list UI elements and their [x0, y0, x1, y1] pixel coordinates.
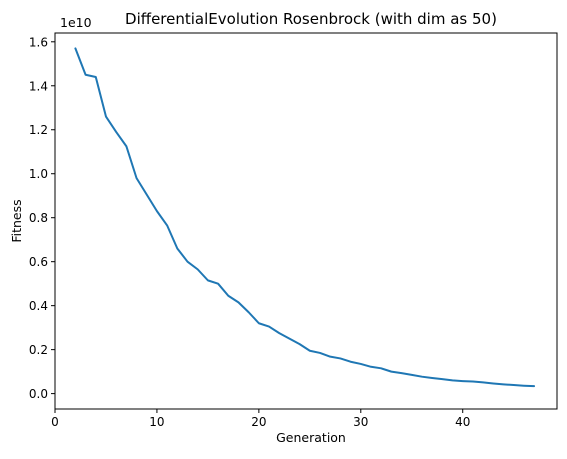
y-tick-label: 1.6	[29, 35, 48, 49]
y-offset-text: 1e10	[60, 15, 92, 30]
x-axis-ticks: 0 10 20 30 40	[51, 409, 470, 429]
plot-frame	[54, 32, 558, 410]
y-tick-label: 0.6	[29, 255, 48, 269]
y-tick-label: 0.8	[29, 211, 48, 225]
x-tick-label: 30	[353, 415, 368, 429]
y-tick-label: 1.2	[29, 123, 48, 137]
x-tick-label: 0	[51, 415, 59, 429]
y-tick-label: 0.2	[29, 343, 48, 357]
y-tick-label: 0.0	[29, 387, 48, 401]
y-tick-label: 1.0	[29, 167, 48, 181]
y-axis-label: Fitness	[9, 199, 24, 242]
plot-area	[55, 33, 557, 409]
y-axis-ticks: 0.0 0.2 0.4 0.6 0.8 1.0 1.2 1.4 1.6	[29, 35, 55, 401]
y-tick-label: 1.4	[29, 79, 48, 93]
x-tick-label: 40	[455, 415, 470, 429]
series-line	[74, 47, 536, 388]
chart-title: DifferentialEvolution Rosenbrock (with d…	[125, 10, 497, 28]
x-axis-label: Generation	[276, 430, 346, 445]
y-tick-label: 0.4	[29, 299, 48, 313]
series-layer	[74, 47, 536, 388]
x-tick-label: 20	[251, 415, 266, 429]
x-tick-label: 10	[149, 415, 164, 429]
